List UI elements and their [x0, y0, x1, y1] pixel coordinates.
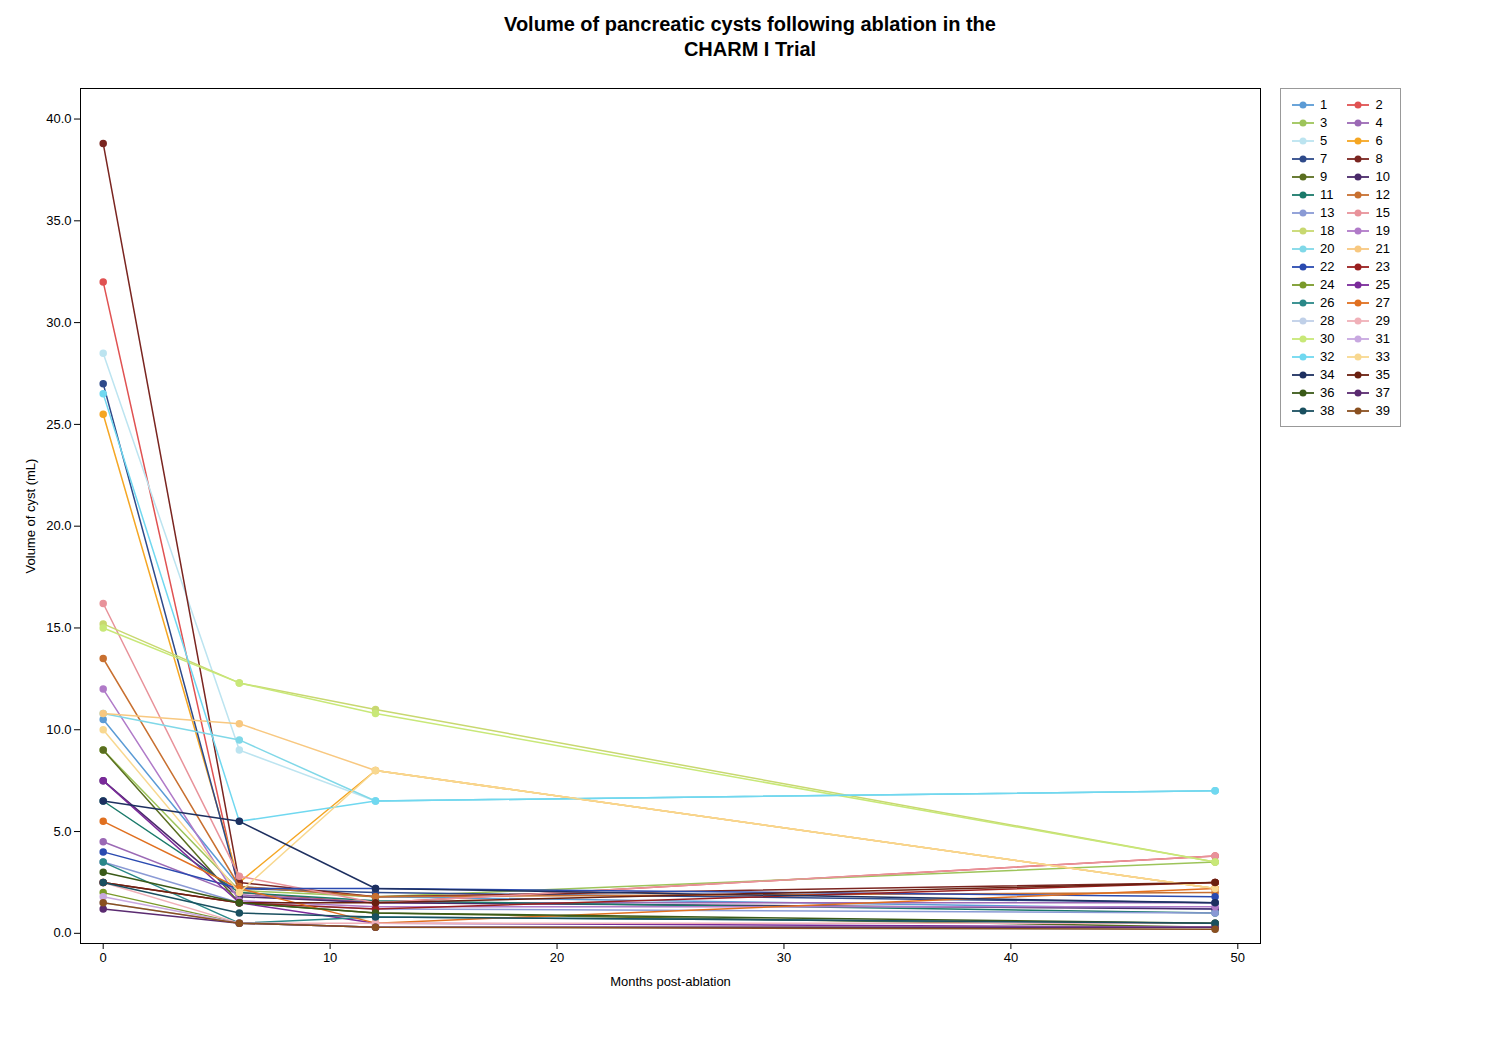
- html-text:8: 8: [1375, 151, 1383, 166]
- html-text:15: 15: [1375, 205, 1390, 220]
- svg-text:20: 20: [550, 950, 564, 965]
- html-text:29: 29: [1375, 313, 1390, 328]
- html-text:18: 18: [1320, 223, 1335, 238]
- html-text:22: 22: [1320, 259, 1335, 274]
- html-text:11: 11: [1320, 187, 1334, 202]
- html-text:4: 4: [1375, 115, 1383, 130]
- html-text:32: 32: [1320, 349, 1335, 364]
- html-text:25: 25: [1375, 277, 1390, 292]
- svg-text:Volume of cyst (mL): Volume of cyst (mL): [23, 459, 38, 574]
- html-text:33: 33: [1375, 349, 1390, 364]
- html-text:26: 26: [1320, 295, 1335, 310]
- svg-text:40.0: 40.0: [46, 111, 71, 126]
- svg-text:0: 0: [100, 950, 107, 965]
- svg-text:30.0: 30.0: [46, 315, 71, 330]
- svg-text:35.0: 35.0: [46, 213, 71, 228]
- html-text:13: 13: [1320, 205, 1335, 220]
- html-text:Volume of pancreatic cysts fol: Volume of pancreatic cysts following abl…: [504, 13, 996, 60]
- html-text:31: 31: [1375, 331, 1390, 346]
- html-text:2: 2: [1375, 97, 1383, 112]
- html-text:20: 20: [1320, 241, 1335, 256]
- html-text:23: 23: [1375, 259, 1390, 274]
- html-text:38: 38: [1320, 403, 1335, 418]
- html-text:24: 24: [1320, 277, 1335, 292]
- svg-text:10: 10: [323, 950, 337, 965]
- svg-text:Months post-ablation: Months post-ablation: [610, 974, 731, 989]
- svg-text:30: 30: [777, 950, 791, 965]
- html-text:5: 5: [1320, 133, 1328, 148]
- html-text:3: 3: [1320, 115, 1328, 130]
- svg-text:10.0: 10.0: [46, 722, 71, 737]
- html-text:7: 7: [1320, 151, 1328, 166]
- html-text:6: 6: [1375, 133, 1383, 148]
- svg-text:50: 50: [1231, 950, 1245, 965]
- html-text:39: 39: [1375, 403, 1390, 418]
- html-text:9: 9: [1320, 169, 1328, 184]
- html-text:21: 21: [1375, 241, 1390, 256]
- svg-text:15.0: 15.0: [46, 620, 71, 635]
- svg-text:40: 40: [1004, 950, 1018, 965]
- html-text:28: 28: [1320, 313, 1335, 328]
- html-text:27: 27: [1375, 295, 1390, 310]
- html-text:35: 35: [1375, 367, 1390, 382]
- svg-text:25.0: 25.0: [46, 417, 71, 432]
- html-text:12: 12: [1375, 187, 1390, 202]
- html-text:30: 30: [1320, 331, 1335, 346]
- html-text:1: 1: [1320, 97, 1328, 112]
- svg-text:20.0: 20.0: [46, 518, 71, 533]
- html-text:36: 36: [1320, 385, 1335, 400]
- html-text:19: 19: [1375, 223, 1390, 238]
- html-text:10: 10: [1375, 169, 1390, 184]
- html-text:34: 34: [1320, 367, 1335, 382]
- svg-text:0.0: 0.0: [53, 925, 71, 940]
- html-text:37: 37: [1375, 385, 1390, 400]
- svg-text:5.0: 5.0: [53, 824, 71, 839]
